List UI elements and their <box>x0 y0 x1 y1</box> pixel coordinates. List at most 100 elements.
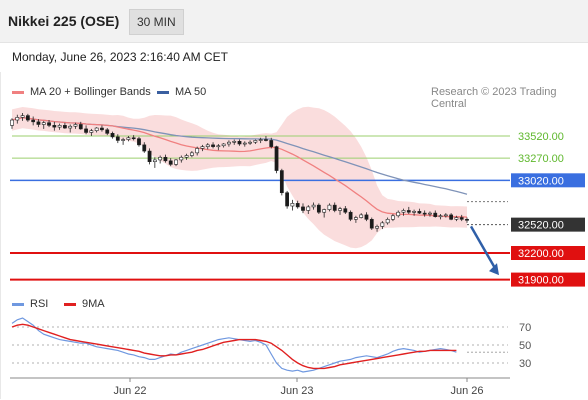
candle <box>237 139 242 146</box>
candle-body-up <box>227 141 231 145</box>
candle <box>94 127 99 133</box>
candle-body-up <box>15 117 20 121</box>
candle <box>142 142 147 153</box>
candle <box>343 206 348 214</box>
candle <box>20 112 25 121</box>
candle-body-up <box>375 226 379 229</box>
candle-body-up <box>391 215 395 220</box>
candle <box>290 199 295 211</box>
candle <box>68 124 73 133</box>
candle <box>73 122 78 129</box>
candle-body-up <box>438 215 443 218</box>
timeframe-button[interactable]: 30 MIN <box>129 9 184 35</box>
price-label-bg <box>511 217 585 232</box>
rsi-tick-30: 30 <box>519 358 531 370</box>
candle <box>375 224 379 232</box>
candle <box>179 155 184 163</box>
candle <box>211 142 215 149</box>
rsi-series-9ma <box>11 323 457 370</box>
candle <box>438 214 443 220</box>
price-label-bg <box>511 272 585 287</box>
candle-body-up <box>179 156 184 161</box>
candle-body-down <box>269 140 274 147</box>
candle-body-up <box>41 122 46 125</box>
candle-body-down <box>285 192 290 207</box>
candle <box>391 214 395 222</box>
candle <box>385 217 390 225</box>
candle <box>25 113 30 122</box>
candle-body-down <box>168 160 173 165</box>
price-label-bg <box>511 173 585 188</box>
candle-body-up <box>380 222 385 227</box>
legend-ma50-label: MA 50 <box>175 86 207 98</box>
price-label-bg <box>511 246 585 260</box>
candle-body-down <box>343 208 348 213</box>
candle <box>232 139 237 145</box>
candle-body-up <box>253 140 258 143</box>
candle-body-up <box>205 144 210 147</box>
legend-9ma: 9MA <box>64 298 105 310</box>
candle-body-down <box>84 128 88 133</box>
price-label-text: 31900.00 <box>518 275 564 287</box>
candle <box>412 209 416 216</box>
candle <box>15 114 20 124</box>
candle-body-up <box>311 204 316 208</box>
candle-body-down <box>31 119 36 123</box>
price-label-32520: 32520.00 <box>511 217 585 232</box>
time-axis-label-jun-22: Jun 22 <box>113 385 146 397</box>
candle <box>248 140 252 145</box>
candle-body-up <box>354 217 358 220</box>
candle-body-down <box>52 125 57 128</box>
candle <box>10 118 14 129</box>
candle <box>406 206 411 214</box>
candle-body-down <box>417 211 422 214</box>
candle-body-down <box>274 146 279 171</box>
candle <box>47 120 51 128</box>
candle <box>348 210 353 222</box>
candle <box>327 203 332 212</box>
candle-body-up <box>221 143 226 147</box>
candle <box>311 202 316 210</box>
candle-body-down <box>137 138 141 146</box>
candle-body-up <box>306 206 311 211</box>
candle-body-down <box>332 204 337 211</box>
candle-body-up <box>89 130 94 133</box>
candle-body-up <box>327 204 332 210</box>
legend-ma50: MA 50 <box>157 86 206 98</box>
legend-rsi-label: RSI <box>30 298 49 310</box>
candle <box>274 145 279 174</box>
candle-body-up <box>121 139 125 141</box>
time-axis-label-jun-23: Jun 23 <box>280 385 313 397</box>
legend-ma20: MA 20 + Bollinger Bands <box>12 86 151 98</box>
candle-body-down <box>47 122 51 126</box>
candle-body-down <box>316 204 321 213</box>
ma9-swatch <box>64 302 76 306</box>
candle-body-down <box>110 133 115 138</box>
price-label-33520: 33520.00 <box>518 131 564 143</box>
candle-body-up <box>242 142 247 145</box>
candle-body-up <box>73 124 78 127</box>
candle-body-down <box>433 212 438 217</box>
candle <box>110 131 115 139</box>
candle-body-down <box>237 141 242 145</box>
candle-body-down <box>422 212 427 215</box>
candle-body-down <box>63 125 67 129</box>
candle-body-down <box>36 121 41 125</box>
candle <box>459 214 464 222</box>
candle <box>184 153 189 160</box>
candle <box>78 121 83 130</box>
symbol-title: Nikkei 225 (OSE) <box>8 13 120 29</box>
candle <box>380 221 385 230</box>
candle-body-down <box>364 214 369 220</box>
candle-body-up <box>385 219 390 224</box>
candle-body-down <box>465 219 469 221</box>
candle <box>396 210 401 218</box>
candle <box>295 200 300 209</box>
candle-body-down <box>459 217 464 220</box>
candle-body-up <box>20 115 25 118</box>
price-label-text: 33270.00 <box>518 153 564 165</box>
rsi-tick-70: 70 <box>519 322 531 334</box>
candle-body-down <box>142 144 147 152</box>
copyright: Research © 2023 Trading Central <box>431 86 557 110</box>
candle <box>422 210 427 217</box>
